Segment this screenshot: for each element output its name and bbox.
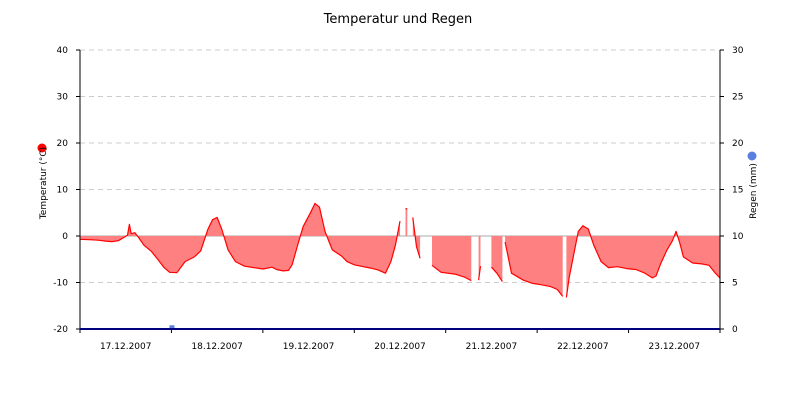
axes — [76, 49, 724, 333]
temperature-line — [478, 266, 482, 281]
rain-bar — [169, 325, 175, 329]
temperature-area — [566, 225, 720, 298]
temperature-fill — [80, 203, 720, 298]
y2-tick-labels: 30 25 20 15 10 5 0 — [732, 46, 744, 335]
temperature-area — [505, 236, 563, 297]
x-tick-label: 17.12.2007 — [100, 342, 152, 352]
y-axis-title: Temperatur (°C) — [39, 147, 49, 220]
y2-tick-label: 30 — [732, 46, 744, 56]
temperature-area — [80, 203, 400, 274]
x-tick-label: 18.12.2007 — [191, 342, 243, 352]
y-tick-labels: 40 30 20 10 0 -10 -20 — [53, 46, 68, 335]
temperature-line — [79, 202, 401, 274]
y2-tick-label: 20 — [732, 139, 744, 149]
y-tick-label: -10 — [53, 279, 68, 289]
temperature-area — [405, 208, 408, 236]
temperature-line — [431, 264, 472, 282]
temperature-line — [412, 217, 421, 259]
y-tick-label: 40 — [57, 46, 69, 56]
temperature-legend-dot — [37, 143, 47, 153]
x-tick-label: 23.12.2007 — [649, 342, 701, 352]
x-tick-label: 20.12.2007 — [374, 342, 426, 352]
rain-bars — [169, 325, 175, 329]
temperature-area — [432, 236, 472, 281]
x-tick-labels: 17.12.2007 18.12.2007 19.12.2007 20.12.2007… — [100, 342, 700, 352]
x-tick-label: 19.12.2007 — [283, 342, 335, 352]
y2-tick-label: 15 — [732, 186, 743, 196]
rain-legend-dot — [747, 151, 757, 161]
temperature-lines — [79, 202, 721, 298]
y2-tick-label: 25 — [732, 93, 743, 103]
y2-tick-label: 10 — [732, 232, 744, 242]
x-tick-label: 21.12.2007 — [466, 342, 518, 352]
temperature-line — [490, 266, 503, 282]
temperature-line — [504, 241, 564, 297]
x-tick-label: 22.12.2007 — [557, 342, 609, 352]
y-tick-label: 10 — [57, 186, 69, 196]
chart-title: Temperatur und Regen — [323, 12, 473, 27]
temperature-line — [565, 225, 721, 298]
y-tick-label: 30 — [57, 93, 69, 103]
y2-tick-label: 0 — [732, 325, 738, 335]
temperature-area — [491, 236, 503, 282]
y2-axis-title: Regen (mm) — [749, 163, 759, 219]
temperature-area — [412, 217, 421, 259]
y2-tick-label: 5 — [732, 279, 738, 289]
y-tick-label: 20 — [57, 139, 69, 149]
y-tick-label: -20 — [53, 325, 68, 335]
y-tick-label: 0 — [62, 232, 68, 242]
